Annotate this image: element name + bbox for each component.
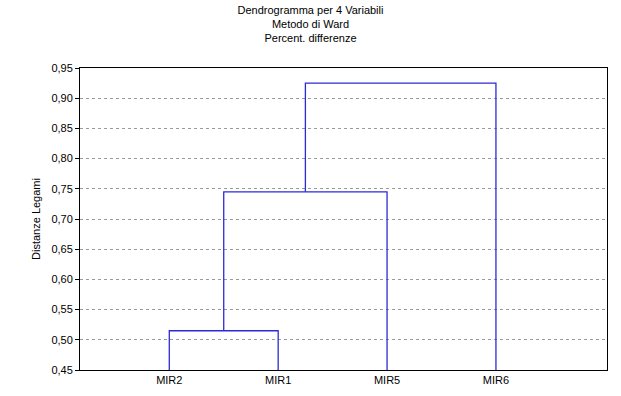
- svg-text:Dendrogramma per 4 VariabiliMe: Dendrogramma per 4 VariabiliMetodo di Wa…: [238, 4, 384, 45]
- svg-text:0,45: 0,45: [51, 364, 72, 376]
- svg-text:0,75: 0,75: [51, 183, 72, 195]
- svg-text:MIR5: MIR5: [374, 374, 400, 386]
- svg-text:MIR6: MIR6: [483, 374, 509, 386]
- svg-text:0,55: 0,55: [51, 303, 72, 315]
- svg-text:0,95: 0,95: [51, 62, 72, 74]
- svg-text:0,60: 0,60: [51, 273, 72, 285]
- svg-text:0,85: 0,85: [51, 122, 72, 134]
- svg-text:MIR1: MIR1: [265, 374, 291, 386]
- svg-text:Distanze Legami: Distanze Legami: [30, 178, 42, 260]
- svg-text:0,50: 0,50: [51, 334, 72, 346]
- svg-text:0,70: 0,70: [51, 213, 72, 225]
- svg-text:0,90: 0,90: [51, 92, 72, 104]
- svg-text:0,80: 0,80: [51, 152, 72, 164]
- svg-text:0,65: 0,65: [51, 243, 72, 255]
- svg-text:MIR2: MIR2: [156, 374, 182, 386]
